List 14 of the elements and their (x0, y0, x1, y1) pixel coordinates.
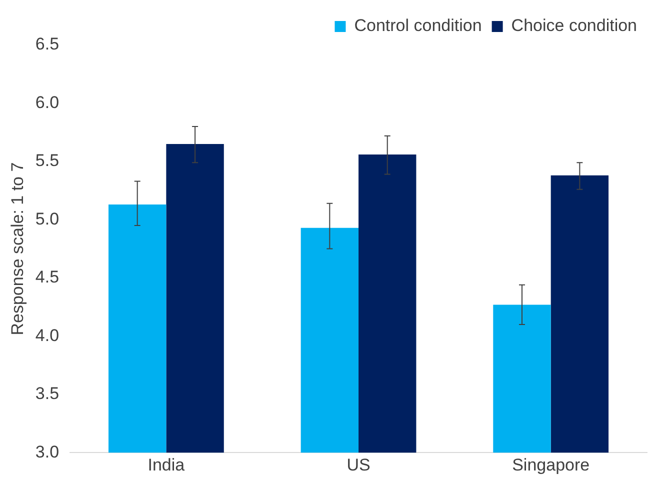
y-tick-label: 4.5 (35, 268, 60, 287)
y-tick-label: 6.5 (35, 34, 60, 54)
legend-label: Choice condition (511, 16, 638, 36)
y-tick-label: 3.0 (35, 442, 60, 462)
y-tick-label: 5.5 (35, 151, 60, 170)
y-axis-title: Response scale: 1 to 7 (8, 162, 27, 336)
y-tick-label: 4.0 (35, 326, 60, 345)
legend-label: Control condition (354, 16, 482, 36)
x-tick-label: US (346, 455, 370, 474)
y-tick-label: 5.0 (35, 209, 60, 228)
y-tick-label: 6.0 (35, 92, 60, 112)
y-tick-label: 3.5 (35, 384, 60, 404)
x-tick-label: India (148, 455, 186, 474)
x-tick-label: Singapore (512, 455, 590, 474)
